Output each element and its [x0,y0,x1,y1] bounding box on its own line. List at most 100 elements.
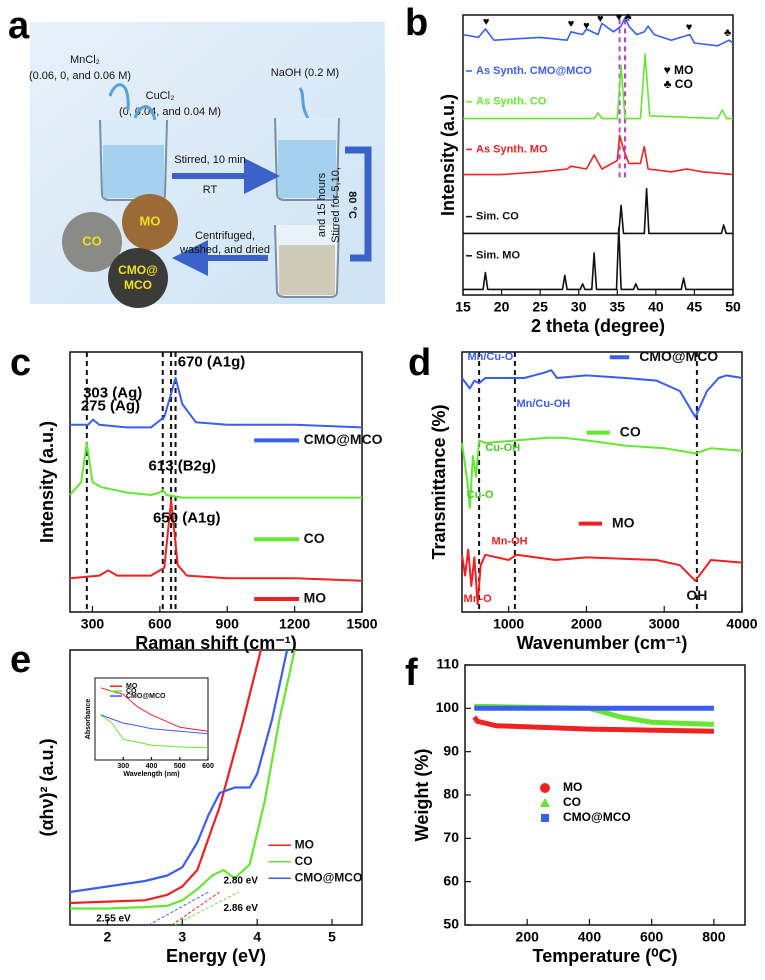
y-tick-label: 50 [443,916,459,932]
y-tick-label: 70 [443,829,459,845]
data-line [461,369,743,418]
process-arrow [345,146,372,262]
data-line [463,53,733,120]
x-tick-label: 900 [216,615,240,631]
annotation: Mn-O [464,593,493,605]
data-line [461,548,743,606]
annotation: 2.86 eV [223,903,258,914]
process-step: Stirred, 10 min [174,154,246,166]
annotation: Cu-O [467,489,494,501]
x-axis-label: 2 theta (degree) [531,316,665,336]
x-axis-label: Raman shift (cm⁻¹) [135,633,297,653]
process-step: and 15 hours [316,172,328,237]
legend-label: MO [126,683,138,690]
data-line [69,442,362,499]
reagent-concentration: (0.06, 0, and 0.06 M) [29,70,131,82]
annotation: ♥ [483,16,490,28]
x-tick-label: 1200 [279,615,310,631]
annotation: ♥ [597,13,604,25]
sample-powder [62,212,122,272]
sample-powder [122,194,178,250]
sample-label: CO [82,233,102,248]
legend-label: CMO@MCO [639,348,718,364]
x-tick-label: 2000 [571,615,602,631]
x-tick-label: 1500 [346,615,377,631]
y-tick-label: 80 [443,786,459,802]
x-tick-label: 300 [81,615,105,631]
sample-label: MCO [124,278,152,292]
panel-label: b [405,2,428,44]
annotation: 650 (A1g) [153,509,221,526]
tangent-line [174,891,239,926]
panel-label: c [10,342,31,384]
process-step: Stirred for 5,10, [330,167,342,243]
x-tick-label: 300 [117,763,129,770]
data-line [70,649,296,910]
x-tick-label: 800 [702,928,726,944]
x-tick-label: 15 [455,298,471,314]
reagent-label: NaOH (0.2 M) [271,67,339,79]
annotation: Mn/Cu-O [467,351,513,363]
annotation: ♥ MO [664,63,694,77]
x-tick-label: 600 [640,928,664,944]
legend-label: CMO@MCO [304,431,383,447]
panel-label: e [10,639,31,681]
reagent-concentration: (0, 0.04, and 0.04 M) [119,106,221,118]
annotation: ♣ [624,12,631,24]
y-axis-label: Intensity (a.u.) [37,421,57,543]
legend-label: CO [304,530,325,546]
x-tick-label: 40 [648,298,664,314]
plot-frame [461,351,743,613]
panel-label: a [8,5,30,47]
x-tick-label: 1000 [493,615,524,631]
x-tick-label: 3 [178,928,186,944]
legend-label: MO [304,590,327,606]
y-axis-label: (αhν)² (a.u.) [37,738,57,836]
x-tick-label: 35 [609,298,625,314]
x-axis-label: Wavenumber (cm⁻¹) [517,633,688,653]
data-line [100,714,209,749]
x-tick-label: 500 [174,763,186,770]
legend-label: As Synth. CMO@MCO [476,65,592,77]
annotation: ♥ [583,20,590,32]
x-axis-label: Temperature (⁰C) [533,946,678,966]
x-axis-label: Wavelength (nm) [123,771,179,778]
pour-stream [108,83,130,111]
legend-label: MO [612,514,635,530]
data-line [69,649,262,905]
y-tick-label: 100 [436,699,460,715]
data-line [70,377,363,429]
legend-swatch [540,783,550,793]
legend-label: Sim. MO [476,250,520,262]
schematic: a MnCl₂ (0.06, 0, and 0.06 M) CuCl₂ (0, … [8,5,385,308]
legend-label: CO [563,795,581,809]
annotation: 2.55 eV [96,913,131,924]
tangent-line [171,891,221,926]
data-line [461,436,743,509]
x-tick-label: 4000 [726,615,757,631]
panel-label: d [408,342,431,384]
legend-label: MO [295,837,314,851]
legend-label: CMO@MCO [126,693,166,700]
x-tick-label: 200 [516,928,540,944]
annotation: ♥ [686,22,693,34]
beaker [274,117,340,201]
process-step: washed, and dried [179,244,270,256]
beaker [99,119,168,201]
data-line [472,715,714,734]
legend-label: As Synth. MO [476,143,548,155]
data-line [463,187,733,235]
legend-label: CO [126,688,137,695]
x-tick-label: 50 [725,298,741,314]
x-tick-label: 20 [494,298,510,314]
annotation: 613 (B2g) [149,457,217,474]
legend-label: CO [620,423,641,439]
reagent-label: MnCl₂ [70,54,100,66]
annotation: Cu-OH [485,442,520,454]
legend-label: CO [295,854,313,868]
y-tick-label: 110 [436,656,459,672]
annotation: 670 (A1g) [178,353,246,370]
annotation: 275 (Ag) [81,398,140,415]
sample-label: CMO@ [118,263,158,277]
